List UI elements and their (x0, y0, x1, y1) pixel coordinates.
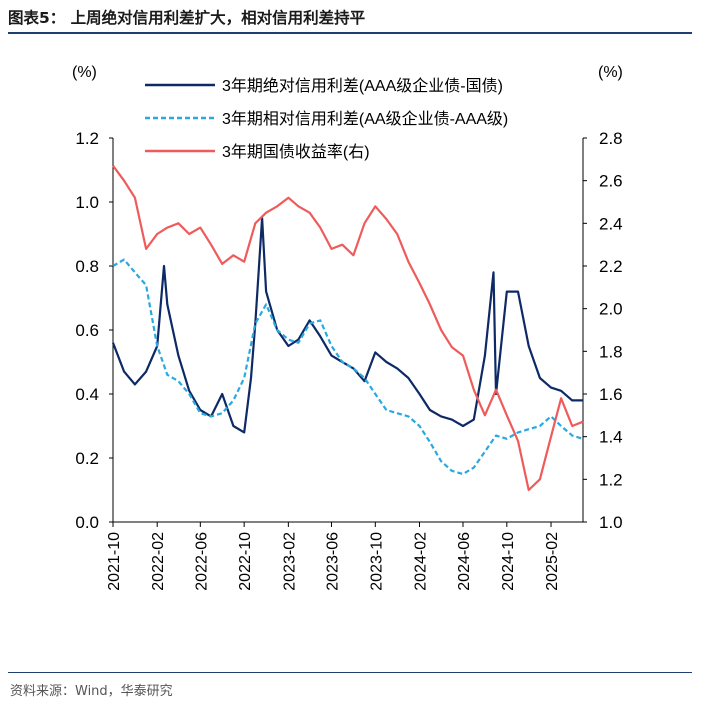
x-tick-label: 2022-06 (193, 532, 210, 591)
right-tick-label: 1.0 (599, 513, 623, 532)
left-unit-label: (%) (72, 64, 97, 81)
right-unit-label: (%) (598, 64, 623, 81)
left-tick-label: 0.0 (75, 513, 99, 532)
right-tick-label: 2.8 (599, 129, 623, 148)
left-tick-label: 0.6 (75, 321, 99, 340)
right-tick-label: 1.4 (599, 428, 623, 447)
axes: 0.0 0.2 0.4 0.6 0.8 1.0 1.2 1.0 1.2 1.4 1.6 1.8 2.0 2… (72, 64, 623, 591)
x-tick-label: 2021-10 (106, 532, 123, 591)
series-line-2 (112, 258, 584, 476)
right-tick-label: 2.6 (599, 172, 623, 191)
legend: 3年期绝对信用利差(AAA级企业债-国债) 3年期相对信用利差(AA级企业债-AA… (145, 77, 508, 161)
title-bar: 图表5： 上周绝对信用利差扩大，相对信用利差持平 (8, 6, 688, 32)
x-tick-label: 2025-02 (544, 532, 561, 591)
left-tick-label: 1.0 (75, 193, 99, 212)
legend-label-1: 3年期绝对信用利差(AAA级企业债-国债) (222, 77, 503, 95)
chart: 0.0 0.2 0.4 0.6 0.8 1.0 1.2 1.0 1.2 1.4 1.6 1.8 2.0 2… (72, 64, 623, 591)
x-tick-label: 2024-10 (500, 532, 517, 591)
chart-title: 图表5： 上周绝对信用利差扩大，相对信用利差持平 (8, 9, 366, 27)
x-tick-label: 2024-06 (456, 532, 473, 591)
legend-label-3: 3年期国债收益率(右) (222, 143, 370, 161)
left-tick-label: 1.2 (75, 129, 99, 148)
legend-label-2: 3年期相对信用利差(AA级企业债-AAA级) (222, 110, 508, 128)
bottom-rule (8, 672, 692, 673)
right-tick-label: 2.4 (599, 214, 623, 233)
x-tick-label: 2023-10 (368, 532, 385, 591)
right-tick-label: 2.2 (599, 257, 623, 276)
x-tick-label: 2023-06 (324, 532, 341, 591)
right-tick-label: 1.8 (599, 342, 623, 361)
x-tick-label: 2024-02 (413, 532, 430, 591)
left-tick-label: 0.2 (75, 449, 99, 468)
x-tick-label: 2022-02 (150, 532, 167, 591)
top-rule (8, 32, 692, 34)
x-tick-label: 2022-10 (237, 532, 254, 591)
series-line-3 (112, 165, 584, 492)
series-line-1 (111, 216, 583, 434)
right-tick-label: 2.0 (599, 300, 623, 319)
series-lines (111, 165, 584, 492)
right-tick-label: 1.2 (599, 470, 623, 489)
left-tick-label: 0.4 (75, 385, 99, 404)
source-note: 资料来源：Wind，华泰研究 (10, 684, 173, 699)
left-tick-label: 0.8 (75, 257, 99, 276)
right-tick-label: 1.6 (599, 385, 623, 404)
x-tick-label: 2023-02 (281, 532, 298, 591)
